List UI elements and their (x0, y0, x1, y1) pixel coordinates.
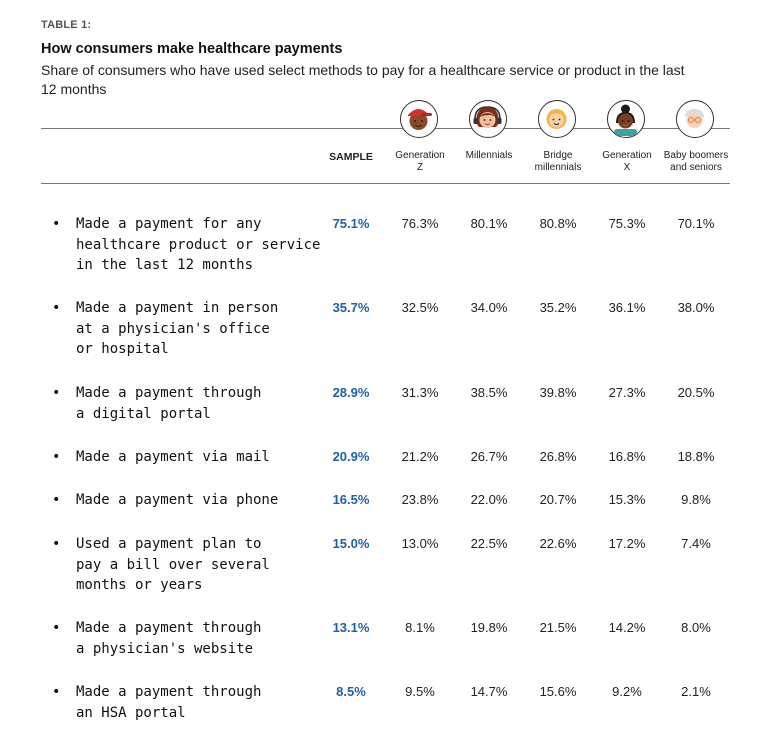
sample-value-cell: 15.0% (332, 536, 370, 551)
sample-value-cell: 75.1% (332, 216, 370, 231)
chart-subtitle: Share of consumers who have used select … (41, 62, 685, 97)
column-header-millennials: Millennials (465, 150, 513, 161)
table-row-label: • Made a payment through a physician's we… (52, 618, 322, 659)
table-cell: 2.1% (681, 684, 711, 699)
sample-value-cell: 35.7% (332, 300, 370, 315)
sample-value-cell: 13.1% (332, 620, 370, 635)
table-cell: 18.8% (677, 449, 715, 464)
bridge-millennial-avatar-icon (538, 100, 576, 138)
column-header-sample: SAMPLE (329, 151, 373, 163)
table-row-label: • Made a payment via phone (52, 490, 322, 511)
table-cell: 16.8% (608, 449, 646, 464)
bullet-icon: • (52, 300, 61, 316)
table-cell: 70.1% (677, 216, 715, 231)
column-header-baby-boomers: Baby boomers and seniors (663, 150, 729, 173)
table-cell: 34.0% (470, 300, 508, 315)
table-row-label: • Made a payment via mail (52, 447, 322, 468)
millennial-avatar-icon (469, 100, 507, 138)
table-cell: 76.3% (401, 216, 439, 231)
bullet-icon: • (52, 684, 61, 700)
table-cell: 35.2% (539, 300, 577, 315)
bullet-icon: • (52, 536, 61, 552)
header-rule (41, 183, 730, 184)
row-label-text: Made a payment through a digital portal (76, 385, 262, 422)
table-cell: 14.2% (608, 620, 646, 635)
row-label-text: Made a payment via mail (76, 449, 270, 465)
column-header-bridge-millennials: Bridge millennials (534, 150, 582, 173)
table-cell: 26.8% (539, 449, 577, 464)
sample-value-cell: 28.9% (332, 385, 370, 400)
gen-x-avatar-icon (607, 100, 645, 138)
gen-z-avatar-icon (400, 100, 438, 138)
table-cell: 75.3% (608, 216, 646, 231)
column-header-gen-z: Generation Z (395, 150, 445, 173)
table-cell: 20.7% (539, 492, 577, 507)
row-label-text: Made a payment through a physician's web… (76, 620, 262, 657)
table-cell: 8.1% (405, 620, 435, 635)
table-row-label: • Made a payment through a digital portal (52, 383, 322, 424)
table-row-label: • Made a payment for any healthcare produ… (52, 214, 322, 276)
table-cell: 27.3% (608, 385, 646, 400)
table-row-label: • Made a payment in person at a physician… (52, 298, 322, 360)
row-label-text: Made a payment through an HSA portal (76, 684, 262, 721)
table-cell: 23.8% (401, 492, 439, 507)
table-cell: 38.5% (470, 385, 508, 400)
bullet-icon: • (52, 449, 61, 465)
table-row-label: • Made a payment through an HSA portal (52, 682, 322, 723)
table-cell: 15.3% (608, 492, 646, 507)
row-label-text: Made a payment via phone (76, 492, 279, 508)
bullet-icon: • (52, 216, 61, 232)
table-cell: 31.3% (401, 385, 439, 400)
row-label-text: Used a payment plan to pay a bill over s… (76, 536, 270, 593)
bullet-icon: • (52, 492, 61, 508)
table-cell: 26.7% (470, 449, 508, 464)
table-cell: 15.6% (539, 684, 577, 699)
table-cell: 38.0% (677, 300, 715, 315)
table-cell: 22.0% (470, 492, 508, 507)
table-cell: 32.5% (401, 300, 439, 315)
table-cell: 9.2% (612, 684, 642, 699)
table-cell: 9.8% (681, 492, 711, 507)
table-cell: 17.2% (608, 536, 646, 551)
row-label-text: Made a payment for any healthcare produc… (76, 216, 321, 273)
table-cell: 21.5% (539, 620, 577, 635)
table-cell: 14.7% (470, 684, 508, 699)
table-cell: 8.0% (681, 620, 711, 635)
table-cell: 7.4% (681, 536, 711, 551)
table-cell: 19.8% (470, 620, 508, 635)
sample-value-cell: 20.9% (332, 449, 370, 464)
table-cell: 20.5% (677, 385, 715, 400)
table-row-label: • Used a payment plan to pay a bill over … (52, 534, 322, 596)
table-cell: 80.8% (539, 216, 577, 231)
table-cell: 36.1% (608, 300, 646, 315)
table-label: TABLE 1: (41, 19, 92, 31)
table-cell: 9.5% (405, 684, 435, 699)
top-rule (41, 128, 730, 129)
bullet-icon: • (52, 385, 61, 401)
baby-boomer-avatar-icon (676, 100, 714, 138)
table-cell: 80.1% (470, 216, 508, 231)
bullet-icon: • (52, 620, 61, 636)
column-header-gen-x: Generation X (602, 150, 652, 173)
table-cell: 22.5% (470, 536, 508, 551)
table-cell: 21.2% (401, 449, 439, 464)
chart-title: How consumers make healthcare payments (41, 41, 343, 57)
table-cell: 22.6% (539, 536, 577, 551)
table-cell: 39.8% (539, 385, 577, 400)
sample-value-cell: 8.5% (336, 684, 366, 699)
row-label-text: Made a payment in person at a physician'… (76, 300, 279, 357)
sample-value-cell: 16.5% (332, 492, 370, 507)
table-cell: 13.0% (401, 536, 439, 551)
